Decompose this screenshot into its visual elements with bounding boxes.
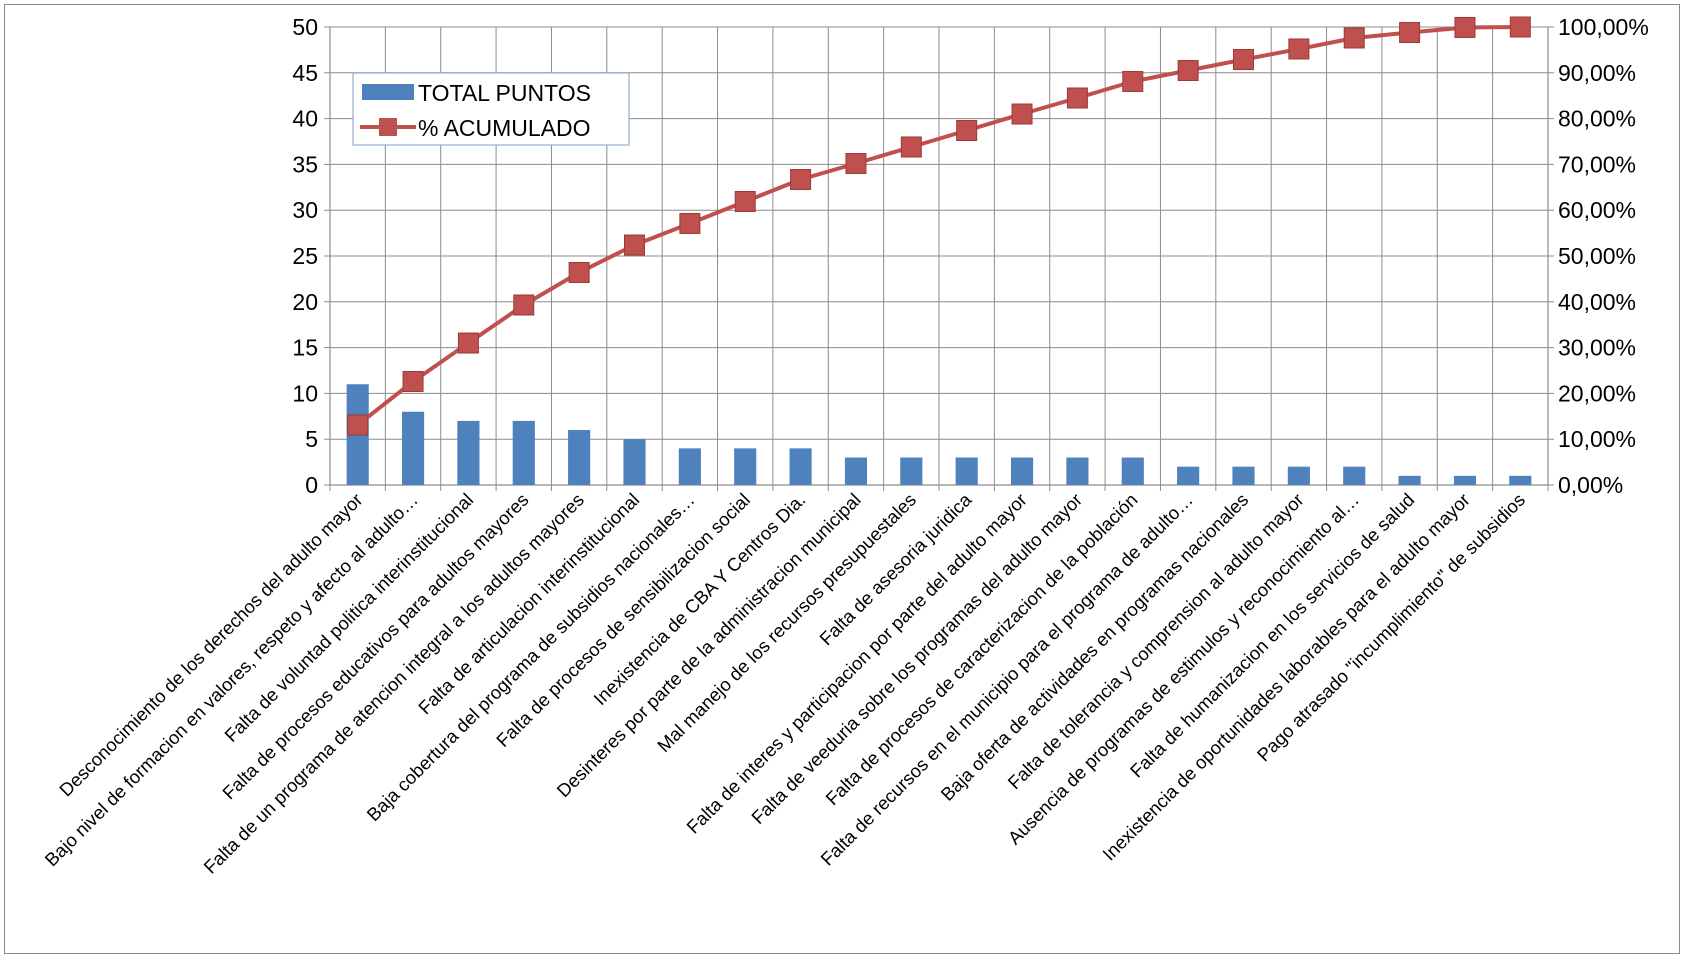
- y-left-tick-label: 15: [292, 335, 318, 361]
- y-right-tick-label: 80,00%: [1558, 106, 1636, 132]
- y-right-tick-label: 0,00%: [1558, 472, 1623, 498]
- bar: [900, 457, 923, 485]
- bar: [678, 448, 701, 485]
- cumulative-point: [457, 332, 479, 354]
- cumulative-point: [790, 169, 812, 191]
- cumulative-point: [1122, 71, 1144, 93]
- cumulative-line: [356, 25, 1521, 427]
- category-label: Mal manejo de los recursos presupuestale…: [653, 489, 920, 756]
- y-right-tick-label: 50,00%: [1558, 243, 1636, 269]
- cumulative-point: [845, 152, 867, 174]
- y-right-tick-label: 30,00%: [1558, 335, 1636, 361]
- y-left-tick-label: 45: [292, 60, 318, 86]
- cumulative-point: [1011, 103, 1033, 125]
- cumulative-point: [568, 261, 590, 283]
- cumulative-point: [624, 234, 645, 256]
- cumulative-point: [1509, 16, 1531, 38]
- cumulative-point: [1066, 87, 1088, 109]
- bar: [789, 448, 812, 485]
- legend-label-line: % ACUMULADO: [418, 115, 591, 141]
- cumulative-point: [1399, 21, 1421, 43]
- cumulative-point: [679, 212, 701, 234]
- y-left-tick-label: 0: [305, 472, 318, 498]
- legend: TOTAL PUNTOS % ACUMULADO: [352, 72, 630, 146]
- y-left-tick-label: 20: [292, 289, 318, 315]
- bar: [1010, 457, 1034, 485]
- cumulative-point: [956, 120, 978, 142]
- cumulative-point: [1177, 60, 1199, 82]
- y-left-tick-label: 25: [292, 243, 318, 269]
- bar: [568, 430, 591, 485]
- cumulative-point: [1288, 38, 1310, 60]
- cumulative-point: [1454, 16, 1476, 38]
- y-right-tick-label: 40,00%: [1558, 289, 1636, 315]
- bar: [1398, 475, 1421, 485]
- bar: [457, 420, 480, 485]
- y-left-tick-label: 40: [292, 106, 318, 132]
- bar: [623, 439, 646, 485]
- category-label: Falta de procesos de sensibilizacion soc…: [492, 489, 754, 751]
- y-right-tick-label: 90,00%: [1558, 60, 1636, 86]
- legend-swatch-marker: [379, 118, 397, 136]
- bar: [512, 420, 535, 485]
- bar: [1453, 475, 1477, 485]
- y-left-tick-label: 50: [292, 14, 318, 40]
- cumulative-point: [900, 136, 922, 158]
- bar: [955, 457, 978, 485]
- bar: [1287, 466, 1310, 485]
- cumulative-point: [1233, 49, 1254, 71]
- bar: [1121, 457, 1144, 485]
- legend-swatch-bars: [362, 84, 414, 100]
- cumulative-point: [734, 190, 756, 212]
- y-right-tick-label: 20,00%: [1558, 380, 1636, 406]
- bar: [1343, 466, 1366, 485]
- bar: [1232, 466, 1255, 485]
- bar: [1066, 457, 1089, 485]
- y-right-tick-label: 70,00%: [1558, 151, 1636, 177]
- bar: [844, 457, 868, 485]
- y-right-tick-label: 10,00%: [1558, 426, 1636, 452]
- bar: [401, 411, 425, 485]
- bar: [1177, 466, 1200, 485]
- bar: [734, 448, 757, 485]
- cumulative-point: [347, 414, 369, 436]
- cumulative-point: [402, 370, 424, 392]
- legend-label-bars: TOTAL PUNTOS: [418, 80, 591, 106]
- bar: [1509, 475, 1532, 485]
- cumulative-point: [513, 294, 535, 316]
- y-right-tick-label: 100,00%: [1558, 14, 1649, 40]
- y-left-tick-label: 35: [292, 151, 318, 177]
- y-left-tick-label: 10: [292, 380, 318, 406]
- y-left-tick-label: 30: [292, 197, 318, 223]
- y-right-tick-label: 60,00%: [1558, 197, 1636, 223]
- cumulative-point: [1343, 27, 1365, 49]
- y-left-tick-label: 5: [305, 426, 318, 452]
- category-label: Falta de un programa de atencion integra…: [199, 489, 588, 878]
